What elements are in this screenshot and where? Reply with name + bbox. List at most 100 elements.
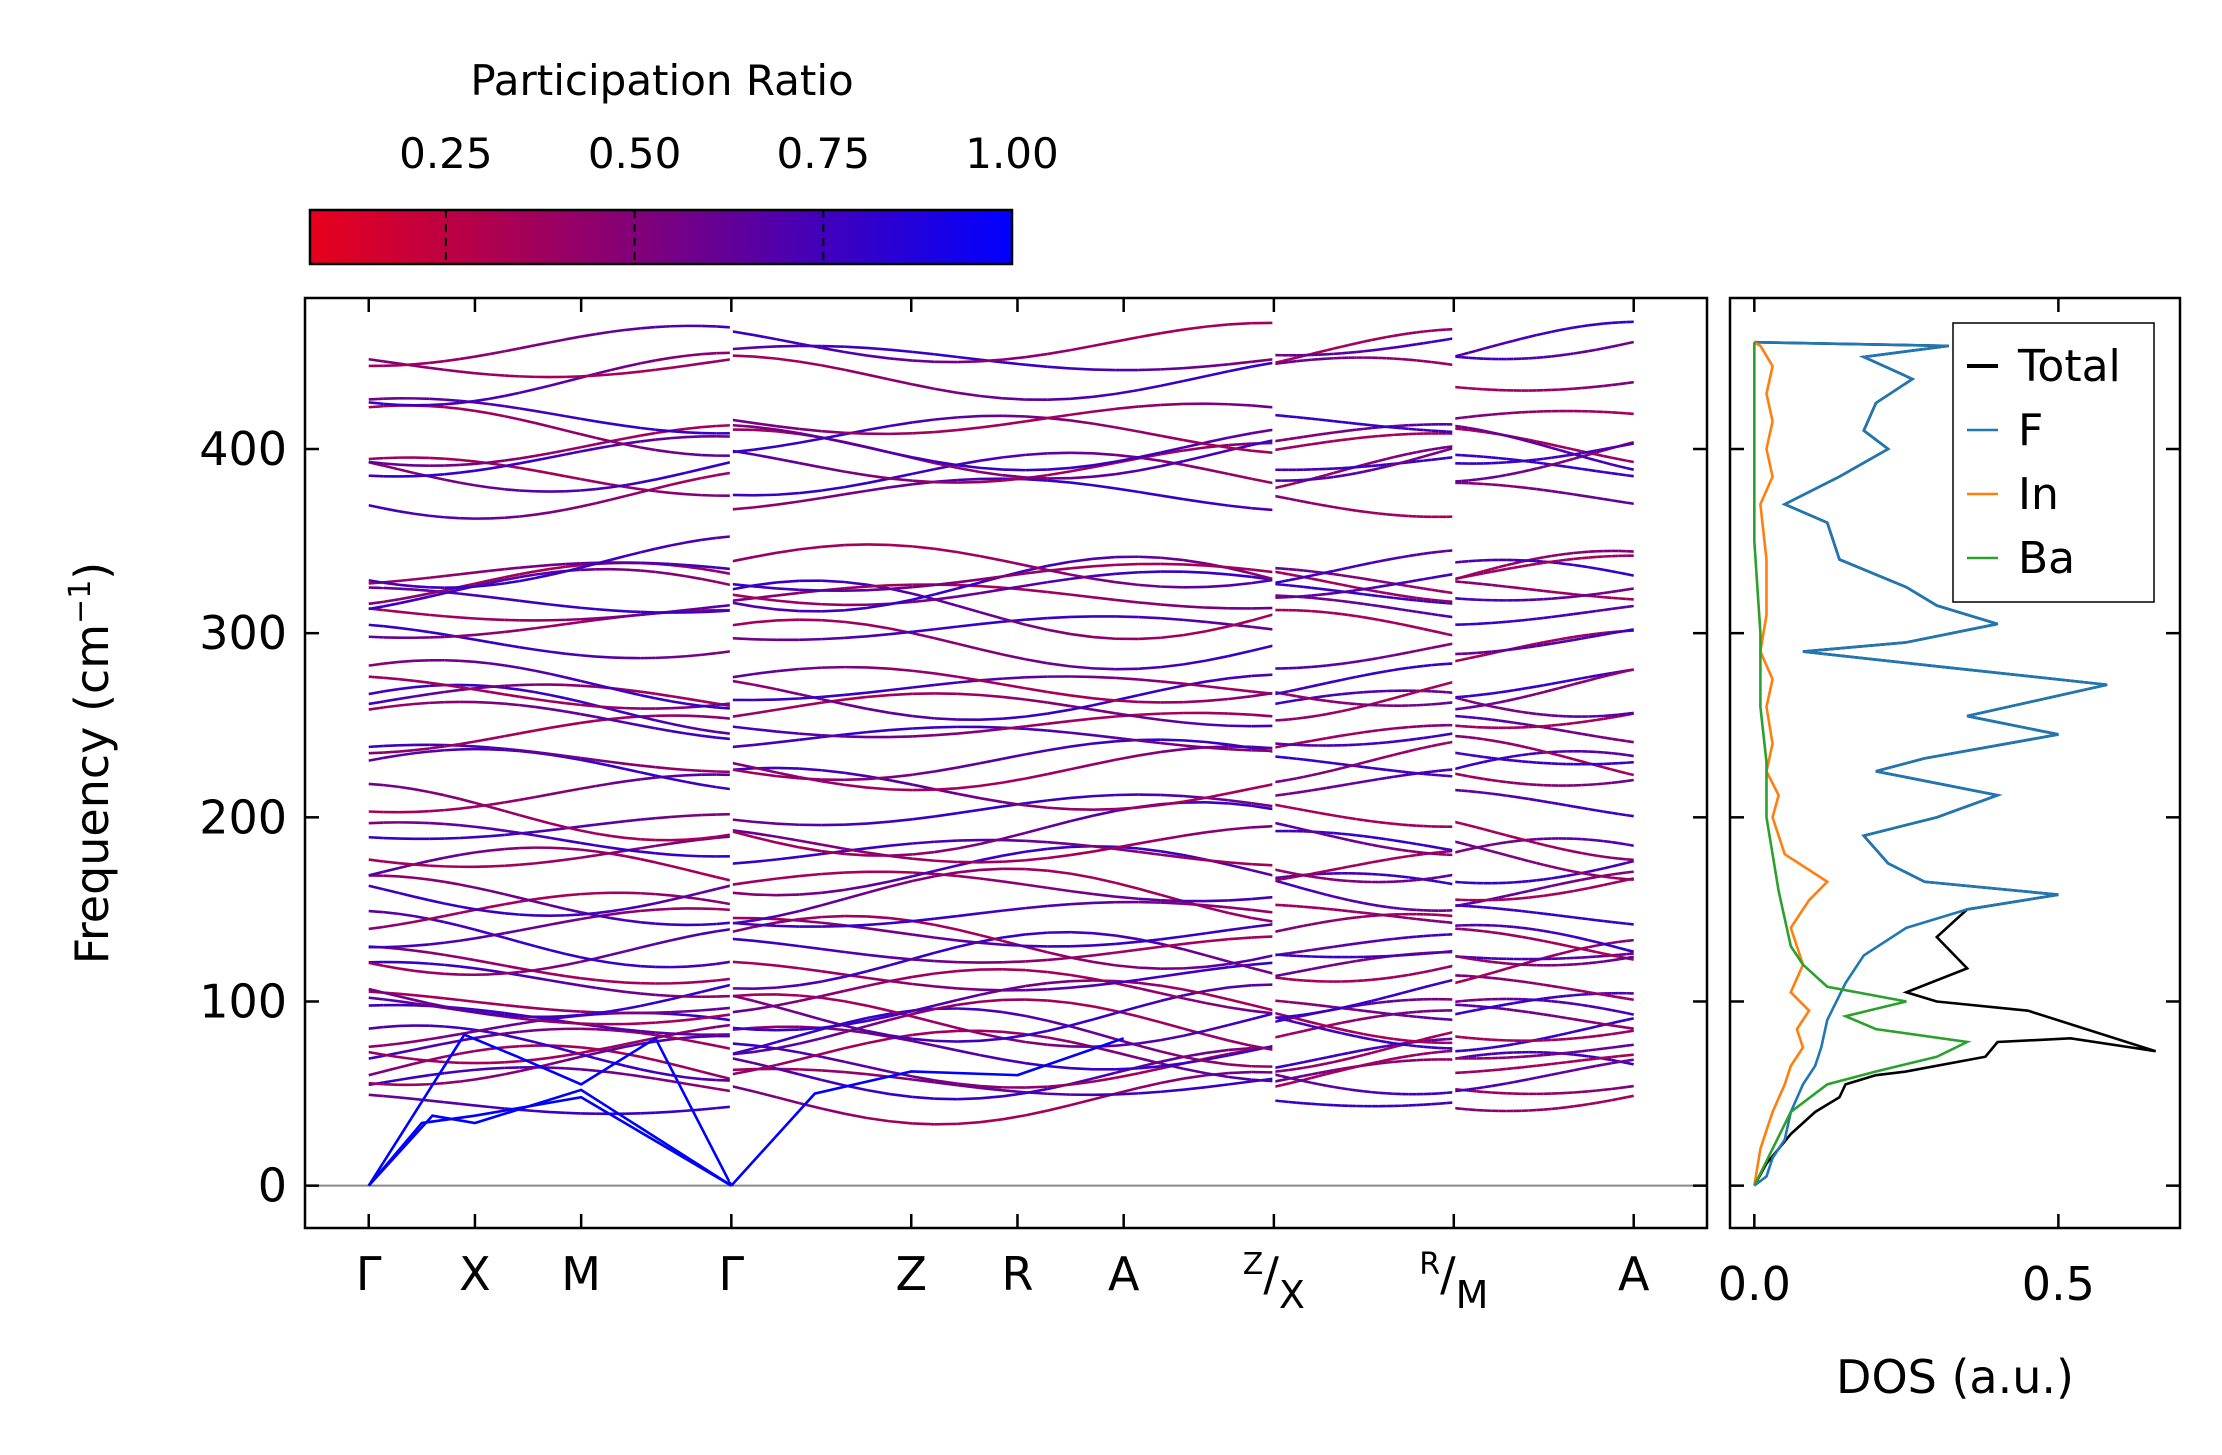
band-segment — [383, 581, 400, 587]
band-segment — [519, 795, 536, 802]
band-segment — [1483, 755, 1492, 760]
band-segment — [1296, 694, 1305, 699]
band-segment — [798, 966, 822, 973]
band-segment — [1205, 906, 1229, 915]
band-segment — [413, 701, 430, 706]
band-segment — [1205, 986, 1229, 993]
band-segment — [911, 1039, 936, 1047]
band-segment — [1281, 869, 1290, 874]
band-segment — [1205, 740, 1229, 746]
band-segment — [1528, 644, 1537, 649]
band-segment — [753, 893, 777, 897]
band-segment — [844, 950, 868, 957]
band-segment — [1363, 1016, 1372, 1020]
band-segment — [934, 959, 958, 964]
band-segment — [1341, 782, 1350, 787]
band-segment — [1326, 711, 1335, 716]
band-segment — [1536, 487, 1544, 492]
band-segment — [866, 632, 890, 638]
band-segment — [934, 1079, 958, 1085]
band-segment — [489, 1066, 505, 1071]
band-segment — [685, 430, 702, 435]
band-segment — [1603, 736, 1612, 741]
band-segment — [753, 425, 777, 431]
band-segment — [1460, 978, 1470, 983]
band-segment — [1416, 771, 1424, 776]
band-segment — [670, 767, 687, 772]
band-segment — [474, 1027, 490, 1033]
band-segment — [731, 960, 755, 965]
band-segment — [1535, 465, 1545, 470]
band-segment — [776, 1096, 800, 1105]
band-segment — [685, 1028, 702, 1034]
band-segment — [398, 748, 415, 753]
band-segment — [685, 813, 702, 818]
band-segment — [1416, 577, 1425, 582]
band-segment — [957, 792, 981, 800]
band-segment — [1416, 852, 1424, 857]
band-segment — [1506, 460, 1514, 464]
band-segment — [1401, 594, 1410, 599]
band-segment — [1363, 940, 1372, 944]
band-segment — [1228, 674, 1252, 680]
band-segment — [1311, 1071, 1320, 1076]
band-segment — [731, 423, 755, 429]
band-segment — [1626, 380, 1634, 385]
band-segment — [1550, 752, 1560, 757]
band-segment — [444, 357, 460, 363]
band-segment — [610, 483, 626, 489]
band-segment — [731, 994, 755, 1003]
band-segment — [821, 608, 845, 613]
band-segment — [1138, 850, 1162, 857]
band-segment — [1491, 906, 1499, 910]
band-segment — [1047, 577, 1071, 584]
band-segment — [1251, 804, 1275, 811]
band-segment — [1047, 348, 1071, 356]
band-segment — [957, 1120, 981, 1126]
band-segment — [1333, 784, 1342, 788]
band-segment — [1476, 776, 1484, 781]
band-segment — [1566, 453, 1574, 457]
band-segment — [1281, 571, 1290, 576]
band-segment — [798, 904, 823, 913]
band-segment — [1393, 839, 1402, 843]
band-segment — [798, 994, 823, 1003]
band-segment — [1603, 383, 1612, 388]
band-segment — [625, 568, 641, 572]
band-segment — [1288, 791, 1297, 796]
band-segment — [504, 936, 521, 944]
band-segment — [549, 1020, 566, 1024]
band-segment — [1573, 1104, 1582, 1108]
band-segment — [1138, 636, 1161, 641]
band-segment — [1138, 331, 1162, 339]
band-segment — [1588, 807, 1597, 812]
band-segment — [489, 889, 505, 896]
band-segment — [398, 578, 415, 583]
band-segment — [1386, 595, 1394, 600]
band-segment — [1371, 956, 1380, 960]
band-segment — [1303, 594, 1312, 598]
band-segment — [1558, 490, 1567, 495]
band-segment — [1348, 763, 1357, 768]
band-segment — [1565, 1030, 1575, 1035]
band-segment — [1611, 920, 1619, 925]
band-segment — [1596, 1047, 1604, 1051]
band-segment — [1115, 388, 1139, 396]
band-segment — [1393, 874, 1402, 878]
band-segment — [934, 847, 958, 854]
band-segment — [519, 1037, 536, 1044]
band-segment — [1356, 833, 1364, 838]
band-segment — [1341, 420, 1349, 425]
band-segment — [1468, 705, 1477, 709]
band-segment — [1468, 715, 1477, 720]
band-segment — [1468, 1004, 1477, 1008]
band-segment — [1303, 1065, 1312, 1070]
band-segment — [700, 651, 717, 657]
band-segment — [428, 366, 445, 372]
band-segment — [1618, 779, 1627, 784]
band-segment — [1618, 812, 1627, 817]
band-segment — [564, 676, 581, 683]
band-segment — [1333, 709, 1342, 715]
band-segment — [1468, 694, 1477, 698]
band-segment — [1363, 561, 1372, 566]
